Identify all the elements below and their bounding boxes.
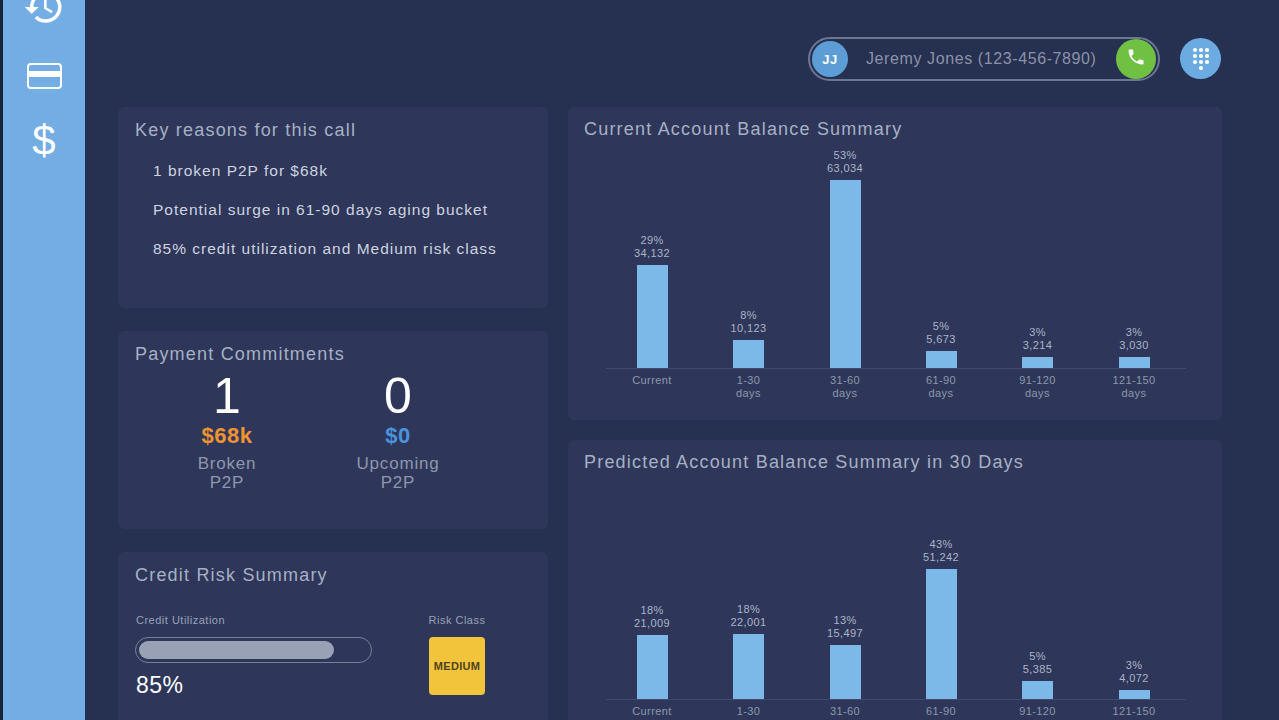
x-axis-label: 31-60days bbox=[797, 374, 893, 400]
upcoming-p2p-count: 0 bbox=[318, 370, 478, 422]
bar-column: 13%15,497 bbox=[797, 440, 893, 699]
bar-value-label: 3%4,072 bbox=[1119, 659, 1149, 685]
bar bbox=[637, 635, 668, 699]
bar-column: 5%5,385 bbox=[990, 440, 1086, 699]
credit-utilization-label: Credit Utilization bbox=[136, 614, 225, 626]
avatar: JJ bbox=[812, 41, 848, 77]
x-axis-label: 91-120days bbox=[990, 374, 1086, 400]
bar bbox=[1022, 357, 1053, 368]
bar-value-label: 13%15,497 bbox=[827, 614, 863, 640]
bar-value-label: 18%22,001 bbox=[730, 603, 766, 629]
phone-icon bbox=[1126, 47, 1146, 71]
bar bbox=[926, 569, 957, 699]
upcoming-p2p-stat: 0 $0 UpcomingP2P bbox=[318, 370, 478, 492]
bar-column: 29%34,132 bbox=[604, 107, 700, 368]
credit-utilization-fill bbox=[139, 641, 334, 659]
x-axis-line bbox=[606, 368, 1186, 369]
bar-column: 43%51,242 bbox=[893, 440, 989, 699]
key-reasons-card: Key reasons for this call 1 broken P2P f… bbox=[118, 107, 548, 308]
bar-value-label: 43%51,242 bbox=[923, 538, 959, 564]
bar-column: 53%63,034 bbox=[797, 107, 893, 368]
history-icon bbox=[23, 0, 65, 32]
bar bbox=[1119, 690, 1150, 699]
broken-p2p-amount: $68k bbox=[147, 423, 307, 449]
dollar-icon: $ bbox=[32, 118, 55, 164]
bar-value-label: 18%21,009 bbox=[634, 604, 670, 630]
dialpad-button[interactable] bbox=[1180, 38, 1221, 79]
sidebar-item-history[interactable] bbox=[3, 0, 85, 32]
x-axis-label: 61-90days bbox=[893, 705, 989, 720]
bar-value-label: 3%3,214 bbox=[1023, 326, 1053, 352]
user-call-pill[interactable]: JJ Jeremy Jones (123-456-7890) bbox=[808, 37, 1160, 81]
key-reasons-title: Key reasons for this call bbox=[135, 120, 356, 141]
bar-value-label: 5%5,385 bbox=[1023, 650, 1053, 676]
bar bbox=[637, 265, 668, 368]
credit-risk-title: Credit Risk Summary bbox=[135, 565, 328, 586]
upcoming-p2p-label: UpcomingP2P bbox=[318, 454, 478, 492]
x-axis-label: 121-150days bbox=[1086, 705, 1182, 720]
key-reason-item: 1 broken P2P for $68k bbox=[153, 162, 328, 180]
bar-column: 5%5,673 bbox=[893, 107, 989, 368]
x-axis-label: Current bbox=[604, 705, 700, 718]
x-axis-label: 1-30days bbox=[701, 374, 797, 400]
credit-utilization-percent: 85% bbox=[136, 672, 184, 699]
bar-column: 3%3,030 bbox=[1086, 107, 1182, 368]
bar bbox=[830, 180, 861, 368]
predicted-balance-chart: Predicted Account Balance Summary in 30 … bbox=[568, 440, 1222, 720]
bar-value-label: 8%10,123 bbox=[730, 309, 766, 335]
predicted-balance-chart-card: Predicted Account Balance Summary in 30 … bbox=[568, 440, 1222, 720]
bar-column: 8%10,123 bbox=[701, 107, 797, 368]
dialpad-icon bbox=[1188, 44, 1214, 74]
bar-value-label: 3%3,030 bbox=[1119, 326, 1149, 352]
bar-value-label: 29%34,132 bbox=[634, 234, 670, 260]
x-axis-label: 1-30days bbox=[701, 705, 797, 720]
bar-column: 3%3,214 bbox=[990, 107, 1086, 368]
bar bbox=[733, 340, 764, 368]
broken-p2p-label: BrokenP2P bbox=[147, 454, 307, 492]
x-axis-label: 61-90days bbox=[893, 374, 989, 400]
risk-class-badge: MEDIUM bbox=[429, 637, 485, 695]
current-balance-chart-card: Current Account Balance Summary 29%34,13… bbox=[568, 107, 1222, 420]
key-reason-item: 85% credit utilization and Medium risk c… bbox=[153, 240, 497, 258]
bar-value-label: 53%63,034 bbox=[827, 149, 863, 175]
bar-value-label: 5%5,673 bbox=[926, 320, 956, 346]
payment-commitments-card: Payment Commitments 1 $68k BrokenP2P 0 $… bbox=[118, 331, 548, 529]
payment-commitments-title: Payment Commitments bbox=[135, 344, 345, 365]
bar bbox=[830, 645, 861, 699]
upcoming-p2p-amount: $0 bbox=[318, 423, 478, 449]
x-axis-label: 31-60days bbox=[797, 705, 893, 720]
credit-card-icon bbox=[27, 63, 62, 89]
bar-column: 3%4,072 bbox=[1086, 440, 1182, 699]
risk-class-label: Risk Class bbox=[397, 614, 517, 626]
bar bbox=[926, 351, 957, 368]
broken-p2p-count: 1 bbox=[147, 370, 307, 422]
bar bbox=[1119, 357, 1150, 368]
bar bbox=[1022, 681, 1053, 699]
broken-p2p-stat: 1 $68k BrokenP2P bbox=[147, 370, 307, 492]
bar-column: 18%21,009 bbox=[604, 440, 700, 699]
x-axis-label: 121-150days bbox=[1086, 374, 1182, 400]
current-balance-chart: Current Account Balance Summary 29%34,13… bbox=[568, 107, 1222, 420]
user-name: Jeremy Jones (123-456-7890) bbox=[866, 39, 1097, 79]
sidebar-item-payments[interactable] bbox=[3, 63, 85, 89]
bar-column: 18%22,001 bbox=[701, 440, 797, 699]
x-axis-label: 91-120days bbox=[990, 705, 1086, 720]
x-axis-label: Current bbox=[604, 374, 700, 387]
call-button[interactable] bbox=[1116, 39, 1156, 79]
sidebar-item-billing[interactable]: $ bbox=[3, 118, 85, 164]
credit-risk-card: Credit Risk Summary Credit Utilization 8… bbox=[118, 552, 548, 720]
credit-utilization-bar bbox=[135, 637, 372, 663]
x-axis-line bbox=[606, 699, 1186, 700]
bar bbox=[733, 634, 764, 699]
sidebar-nav: $ bbox=[3, 0, 85, 720]
key-reason-item: Potential surge in 61-90 days aging buck… bbox=[153, 201, 488, 219]
